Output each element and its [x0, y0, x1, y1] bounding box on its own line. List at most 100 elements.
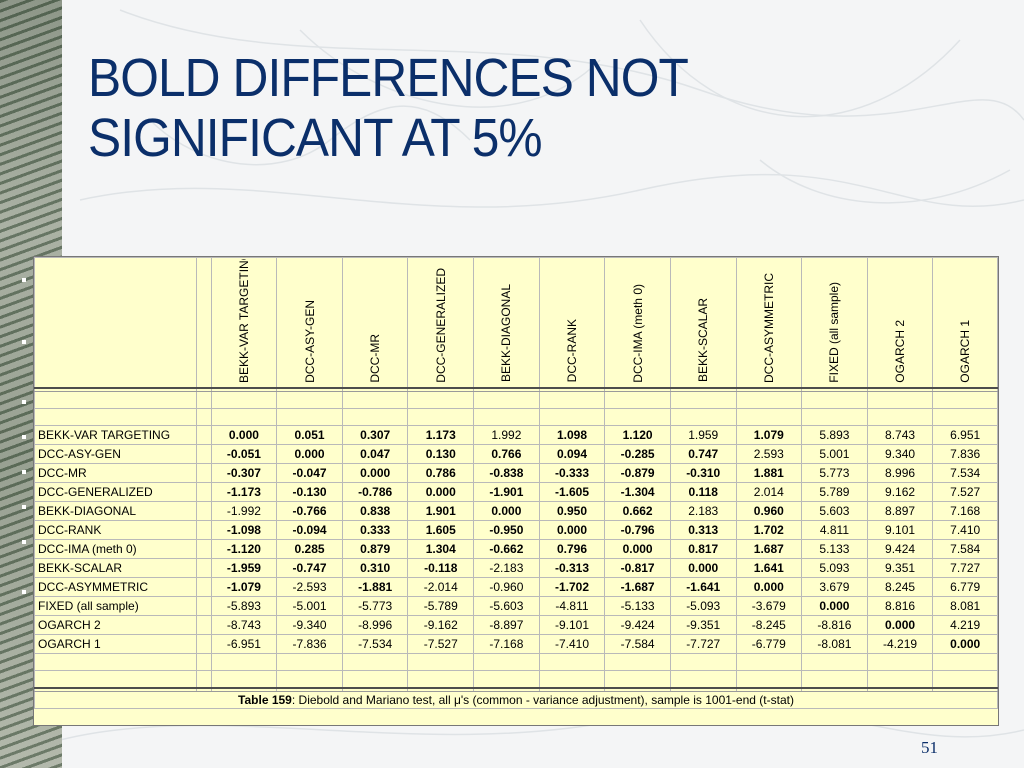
empty-cell — [605, 671, 671, 688]
table-cell: -5.001 — [277, 597, 343, 616]
table-cell: 9.162 — [867, 483, 933, 502]
results-table-panel: BEKK-VAR TARGETING DCC-ASY-GEN DCC-MR DCC-G… — [33, 256, 999, 726]
row-label: DCC-RANK — [35, 521, 197, 540]
row-label: DCC-GENERALIZED — [35, 483, 197, 502]
spacer-cell — [196, 502, 211, 521]
empty-cell — [277, 392, 343, 409]
table-cell: -1.079 — [211, 578, 277, 597]
table-cell: 8.081 — [933, 597, 998, 616]
table-cell: -8.897 — [474, 616, 540, 635]
table-cell: -7.527 — [408, 635, 474, 654]
empty-cell — [933, 409, 998, 426]
table-cell: -0.047 — [277, 464, 343, 483]
table-cell: 0.000 — [408, 483, 474, 502]
empty-cell — [277, 409, 343, 426]
table-cell: -7.534 — [342, 635, 408, 654]
table-cell: -5.133 — [605, 597, 671, 616]
table-cell: -0.094 — [277, 521, 343, 540]
table-cell: -2.183 — [474, 559, 540, 578]
table-cell: 5.133 — [802, 540, 868, 559]
page-number: 51 — [921, 738, 938, 758]
spacer-cell — [196, 464, 211, 483]
table-cell: -7.727 — [670, 635, 736, 654]
table-cell: 1.173 — [408, 426, 474, 445]
table-cell: 1.992 — [474, 426, 540, 445]
table-cell: 0.094 — [539, 445, 605, 464]
table-row: DCC-GENERALIZED -1.173 -0.130 -0.786 0.000 -1… — [35, 483, 998, 502]
table-cell: -6.779 — [736, 635, 802, 654]
table-cell: -7.168 — [474, 635, 540, 654]
table-cell: -5.093 — [670, 597, 736, 616]
table-cell: 8.816 — [867, 597, 933, 616]
table-cell: 0.766 — [474, 445, 540, 464]
empty-cell — [35, 671, 197, 688]
table-cell: -8.743 — [211, 616, 277, 635]
empty-cell — [35, 409, 197, 426]
table-cell: -3.679 — [736, 597, 802, 616]
table-cell: -7.584 — [605, 635, 671, 654]
bullet-dot — [22, 540, 26, 544]
empty-cell — [670, 654, 736, 671]
table-cell: -4.811 — [539, 597, 605, 616]
table-cell: 0.000 — [736, 578, 802, 597]
empty-cell — [35, 654, 197, 671]
table-cell: -0.051 — [211, 445, 277, 464]
blank-row — [35, 409, 998, 426]
empty-cell — [867, 409, 933, 426]
table-cell: 7.534 — [933, 464, 998, 483]
table-cell: -0.285 — [605, 445, 671, 464]
empty-cell — [933, 392, 998, 409]
column-header: BEKK-SCALAR — [670, 258, 736, 388]
column-header-label: BEKK-VAR TARGETING — [236, 259, 252, 383]
table-cell: -0.333 — [539, 464, 605, 483]
table-cell: 0.307 — [342, 426, 408, 445]
table-cell: -8.081 — [802, 635, 868, 654]
table-cell: 0.000 — [342, 464, 408, 483]
bullet-dot — [22, 400, 26, 404]
empty-cell — [196, 409, 211, 426]
table-cell: 8.245 — [867, 578, 933, 597]
table-cell: 0.838 — [342, 502, 408, 521]
row-label: BEKK-DIAGONAL — [35, 502, 197, 521]
table-cell: -0.766 — [277, 502, 343, 521]
empty-cell — [474, 409, 540, 426]
table-cell: 7.727 — [933, 559, 998, 578]
table-cell: -1.992 — [211, 502, 277, 521]
table-cell: -0.950 — [474, 521, 540, 540]
table-cell: 0.310 — [342, 559, 408, 578]
empty-cell — [474, 671, 540, 688]
empty-cell — [196, 671, 211, 688]
table-cell: -0.879 — [605, 464, 671, 483]
table-cell: -5.893 — [211, 597, 277, 616]
column-header: BEKK-DIAGONAL — [474, 258, 540, 388]
column-header: FIXED (all sample) — [802, 258, 868, 388]
table-cell: -0.118 — [408, 559, 474, 578]
empty-cell — [539, 392, 605, 409]
row-label: BEKK-VAR TARGETING — [35, 426, 197, 445]
table-cell: -0.313 — [539, 559, 605, 578]
empty-cell — [670, 671, 736, 688]
column-header-label: BEKK-SCALAR — [695, 298, 711, 382]
empty-cell — [867, 654, 933, 671]
empty-cell — [933, 654, 998, 671]
column-header: OGARCH 1 — [933, 258, 998, 388]
spacer-cell — [196, 616, 211, 635]
empty-cell — [342, 671, 408, 688]
table-cell: 2.183 — [670, 502, 736, 521]
table-cell: -9.351 — [670, 616, 736, 635]
bullet-dot — [22, 505, 26, 509]
column-header-label: OGARCH 2 — [892, 320, 908, 383]
column-header: BEKK-VAR TARGETING — [211, 258, 277, 388]
blank-row — [35, 392, 998, 409]
column-header-label: OGARCH 1 — [957, 320, 973, 383]
table-cell: 0.000 — [474, 502, 540, 521]
table-cell: 0.000 — [605, 540, 671, 559]
column-header-row: BEKK-VAR TARGETING DCC-ASY-GEN DCC-MR DCC-G… — [35, 258, 998, 388]
empty-cell — [342, 654, 408, 671]
empty-cell — [802, 392, 868, 409]
table-cell: 4.811 — [802, 521, 868, 540]
table-row: BEKK-VAR TARGETING 0.000 0.051 0.307 1.173 1.… — [35, 426, 998, 445]
table-cell: 1.304 — [408, 540, 474, 559]
corner-cell — [35, 258, 197, 388]
table-cell: -1.173 — [211, 483, 277, 502]
